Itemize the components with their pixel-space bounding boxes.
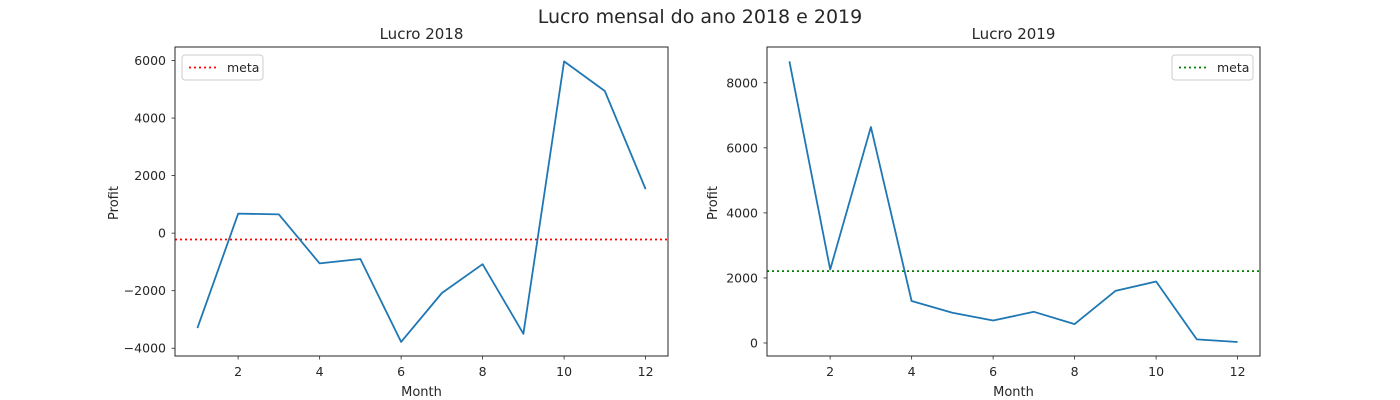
x-tick-label: 2 (826, 364, 834, 379)
x-axis-label: Month (401, 385, 442, 400)
x-tick-label: 4 (908, 364, 916, 379)
subplot-title: Lucro 2018 (380, 25, 464, 43)
data-point (1114, 290, 1116, 292)
subplot-title: Lucro 2019 (972, 25, 1056, 43)
plot-area: 2 4 6 8 10 12 0 2000 4000 6000 8000 meta (726, 46, 1261, 379)
data-point (481, 263, 483, 265)
y-axis-label: Profit (107, 186, 122, 220)
data-point (1155, 280, 1157, 282)
data-point (1196, 338, 1198, 340)
y-tick-label: 2000 (134, 168, 166, 183)
figure-suptitle: Lucro mensal do ano 2018 e 2019 (538, 6, 862, 28)
data-point (441, 292, 443, 294)
axes-frame (766, 46, 1261, 357)
x-tick-label: 12 (638, 364, 654, 379)
x-axis-label: Month (993, 385, 1034, 400)
data-point (910, 300, 912, 302)
x-tick-label: 10 (556, 364, 572, 379)
data-point (359, 258, 361, 260)
legend: meta (181, 54, 264, 81)
legend-box (181, 54, 264, 81)
x-tick-label: 8 (479, 364, 487, 379)
legend-box (1171, 54, 1254, 81)
legend-label: meta (227, 60, 259, 75)
y-tick-label: 4000 (726, 205, 758, 220)
profit-series-line (788, 61, 1238, 343)
legend-label: meta (1217, 60, 1249, 75)
y-tick-label: 4000 (134, 111, 166, 126)
data-point (237, 212, 239, 214)
data-point (1033, 311, 1035, 313)
y-tick-label: 2000 (726, 270, 758, 285)
y-tick-label: 0 (750, 335, 758, 350)
data-point (992, 319, 994, 321)
y-tick-label: 6000 (134, 53, 166, 68)
y-axis-label: Profit (706, 186, 721, 220)
data-point (278, 213, 280, 215)
x-tick-label: 10 (1148, 364, 1164, 379)
data-point (788, 60, 790, 62)
y-tick-label: −4000 (124, 341, 166, 356)
data-point (1073, 323, 1075, 325)
data-point (196, 327, 198, 329)
data-point (563, 60, 565, 62)
x-tick-label: 4 (316, 364, 324, 379)
x-tick-label: 2 (234, 364, 242, 379)
y-tick-label: 8000 (726, 75, 758, 90)
profit-series-line (196, 60, 647, 343)
axes-frame (174, 46, 669, 357)
legend: meta (1171, 54, 1254, 81)
x-tick-label: 8 (1071, 364, 1079, 379)
plot-area: 2 4 6 8 10 12 −4000 −2000 0 2000 4000 6000 meta (124, 46, 669, 379)
data-point (604, 90, 606, 92)
x-tick-label: 6 (989, 364, 997, 379)
data-point (644, 188, 646, 190)
data-point (1236, 341, 1238, 343)
x-tick-label: 6 (397, 364, 405, 379)
data-point (951, 312, 953, 314)
data-point (522, 333, 524, 335)
data-point (829, 268, 831, 270)
subplot-lucro-2018: Lucro 2018 Month Profit 2 4 6 8 10 12 −4000 −20… (107, 25, 669, 400)
y-tick-label: 0 (158, 226, 166, 241)
subplot-lucro-2019: Lucro 2019 Month Profit 2 4 6 8 10 12 0 2000 400… (706, 25, 1261, 400)
data-point (318, 262, 320, 264)
x-tick-label: 12 (1230, 364, 1246, 379)
y-tick-label: −2000 (124, 283, 166, 298)
data-point (400, 341, 402, 343)
data-point (870, 126, 872, 128)
y-tick-label: 6000 (726, 140, 758, 155)
